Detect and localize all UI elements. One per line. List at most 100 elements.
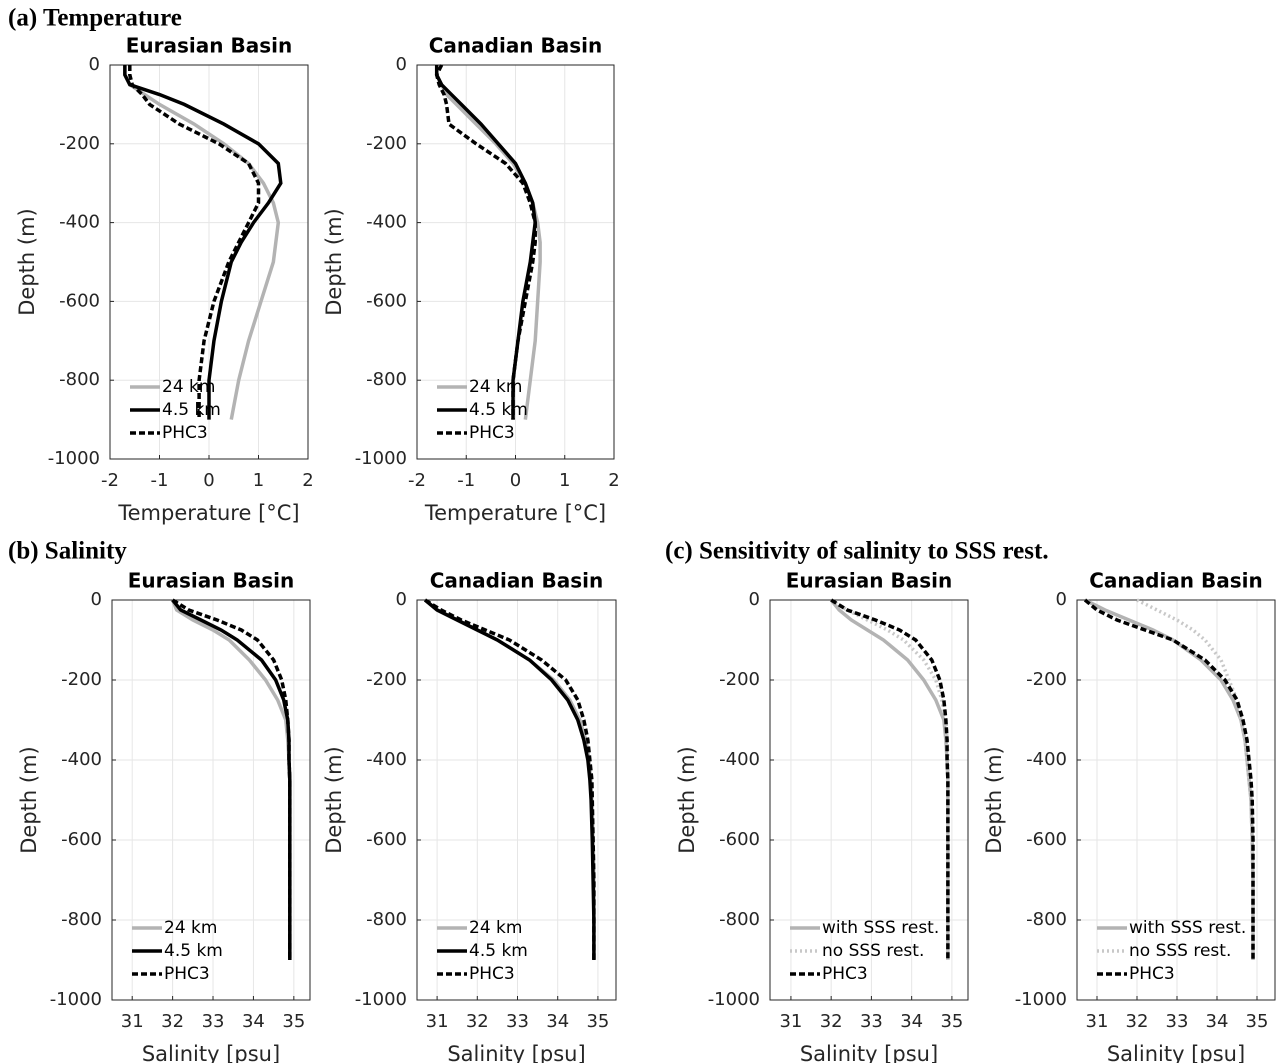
- x-tick-label: 31: [426, 1011, 449, 1032]
- x-axis-label: Temperature [°C]: [117, 501, 299, 525]
- x-tick-label: 0: [510, 470, 521, 491]
- chart-title: Canadian Basin: [429, 34, 603, 58]
- data-line: [128, 65, 261, 420]
- chart-title: Eurasian Basin: [126, 34, 292, 58]
- legend-label: 4.5 km: [469, 941, 528, 961]
- axes: 31 32 33 34 35 0 -200 -400 -600 -800 -1000 Canadian…: [322, 569, 617, 1063]
- x-tick-label: 31: [779, 1011, 802, 1032]
- x-tick-label: 2: [302, 470, 313, 491]
- y-tick-label: -1000: [355, 448, 407, 469]
- y-tick-label: -200: [366, 133, 407, 154]
- axes: -2 -1 0 1 2 0 -200 -400 -600 -800 -1000 Eurasian Ba…: [15, 34, 314, 526]
- y-tick-label: -200: [59, 133, 100, 154]
- data-line: [171, 598, 292, 960]
- y-tick-label: -800: [366, 909, 407, 930]
- x-tick-label: 31: [1086, 1011, 1109, 1032]
- y-tick-label: 0: [749, 589, 760, 610]
- y-tick-label: -400: [59, 212, 100, 233]
- axes-box: [1076, 599, 1276, 1001]
- y-tick-label: -1000: [48, 448, 100, 469]
- x-tick-label: 34: [1206, 1011, 1229, 1032]
- section-title: (b) Salinity: [8, 538, 127, 565]
- y-tick-label: -400: [366, 212, 407, 233]
- y-tick-label: -200: [61, 669, 102, 690]
- y-tick-label: -200: [719, 669, 760, 690]
- x-tick-label: 31: [121, 1011, 144, 1032]
- x-tick-label: 35: [586, 1011, 609, 1032]
- axes-box: [416, 599, 617, 1001]
- y-tick-label: -600: [61, 829, 102, 850]
- y-tick-label: -400: [719, 749, 760, 770]
- legend-label: 4.5 km: [164, 941, 223, 961]
- y-axis-label: Depth (m): [322, 208, 346, 315]
- y-tick-label: -600: [366, 290, 407, 311]
- x-tick-label: -1: [457, 470, 475, 491]
- x-tick-label: 34: [900, 1011, 923, 1032]
- legend-label: 24 km: [162, 377, 215, 397]
- x-tick-label: -2: [101, 470, 119, 491]
- x-tick-label: 1: [559, 470, 570, 491]
- x-tick-label: 32: [820, 1011, 843, 1032]
- y-tick-label: -600: [719, 829, 760, 850]
- legend-label: PHC3: [822, 964, 868, 984]
- x-axis-label: Salinity [psu]: [142, 1042, 280, 1063]
- y-tick-label: 0: [396, 589, 407, 610]
- data-line: [423, 598, 596, 960]
- legend-label: 4.5 km: [469, 400, 528, 420]
- legend-label: 24 km: [164, 918, 217, 938]
- x-tick-label: 1: [253, 470, 264, 491]
- y-tick-label: -1000: [708, 989, 760, 1010]
- data-line: [424, 598, 596, 960]
- x-tick-label: -1: [151, 470, 169, 491]
- y-tick-label: 0: [1056, 589, 1067, 610]
- section-title: (a) Temperature: [8, 5, 182, 32]
- y-tick-label: -600: [366, 829, 407, 850]
- y-tick-label: -1000: [1015, 989, 1067, 1010]
- y-tick-label: -600: [1026, 829, 1067, 850]
- legend-label: 24 km: [469, 377, 522, 397]
- x-axis-label: Salinity [psu]: [1107, 1042, 1245, 1063]
- x-tick-label: 34: [242, 1011, 265, 1032]
- axes: 31 32 33 34 35 0 -200 -400 -600 -800 -1000 Eurasian…: [17, 569, 311, 1063]
- y-tick-label: -200: [1026, 669, 1067, 690]
- section-title: (c) Sensitivity of salinity to SSS rest.: [665, 538, 1049, 565]
- axes: -2 -1 0 1 2 0 -200 -400 -600 -800 -1000 Canadian Ba…: [322, 34, 620, 526]
- legend-label: PHC3: [469, 423, 515, 443]
- data-line: [830, 598, 950, 960]
- x-tick-label: 35: [1246, 1011, 1269, 1032]
- x-tick-label: 33: [1166, 1011, 1189, 1032]
- x-tick-label: 32: [161, 1011, 184, 1032]
- x-tick-label: 0: [203, 470, 214, 491]
- x-tick-label: 32: [1126, 1011, 1149, 1032]
- axes-box: [111, 599, 311, 1001]
- axes-box: [769, 599, 969, 1001]
- y-axis-label: Depth (m): [15, 208, 39, 315]
- y-tick-label: -800: [61, 909, 102, 930]
- data-line: [1084, 598, 1255, 960]
- y-tick-label: -1000: [355, 989, 407, 1010]
- y-tick-label: -400: [1026, 749, 1067, 770]
- legend-label: no SSS rest.: [822, 941, 924, 961]
- chart-title: Canadian Basin: [1089, 569, 1263, 593]
- x-tick-label: 35: [940, 1011, 963, 1032]
- data-line: [1083, 598, 1255, 960]
- y-tick-label: -800: [59, 369, 100, 390]
- data-line: [123, 65, 283, 420]
- y-axis-label: Depth (m): [17, 746, 41, 853]
- x-tick-label: 35: [282, 1011, 305, 1032]
- chart-title: Eurasian Basin: [786, 569, 952, 593]
- data-line: [830, 598, 950, 960]
- data-line: [829, 598, 950, 960]
- y-tick-label: 0: [396, 54, 407, 75]
- y-tick-label: -1000: [50, 989, 102, 1010]
- legend-label: 24 km: [469, 918, 522, 938]
- legend-label: 4.5 km: [162, 400, 221, 420]
- data-line: [171, 598, 292, 960]
- y-tick-label: -800: [366, 369, 407, 390]
- x-tick-label: 34: [546, 1011, 569, 1032]
- x-axis-label: Salinity [psu]: [447, 1042, 585, 1063]
- y-tick-label: -800: [719, 909, 760, 930]
- y-tick-label: -400: [366, 749, 407, 770]
- axes: 31 32 33 34 35 0 -200 -400 -600 -800 -1000 Canadian…: [982, 569, 1276, 1063]
